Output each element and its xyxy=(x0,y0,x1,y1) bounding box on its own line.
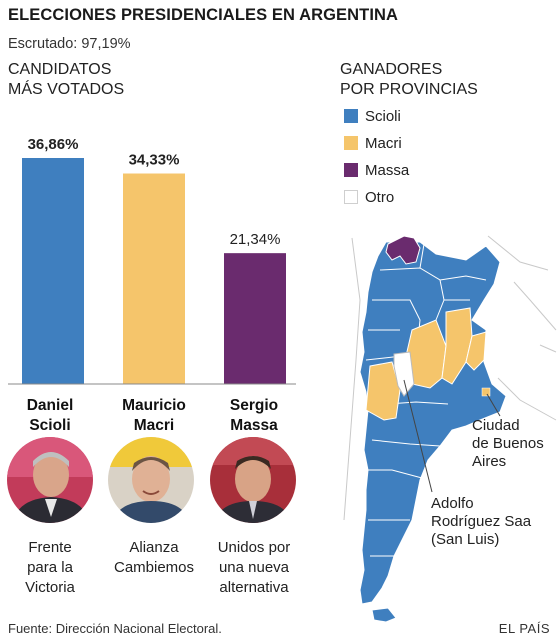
province-entre-rios xyxy=(465,331,487,371)
provinces-heading-line2: POR PROVINCIAS xyxy=(340,81,478,98)
legend-item-massa: Massa xyxy=(344,160,409,180)
province-mendoza xyxy=(365,361,401,421)
candidate-name-massa: Sergio Massa xyxy=(199,396,309,436)
provinces-heading-line1: GANADORES xyxy=(340,61,443,78)
party-massa-line1: Unidos por xyxy=(217,539,291,556)
party-massa-line3: alternativa xyxy=(219,579,289,596)
province-santa-fe xyxy=(441,307,473,385)
scioli-photo xyxy=(7,437,93,523)
legend-swatch-macri xyxy=(344,136,358,150)
candidates-heading-line1: CANDIDATOS xyxy=(8,61,112,78)
party-massa-line2: una nueva xyxy=(218,559,290,576)
caba-callout-line3: Aires xyxy=(472,453,507,470)
provinces-heading: GANADORES POR PROVINCIAS xyxy=(340,60,478,100)
candidates-heading-line2: MÁS VOTADOS xyxy=(8,81,125,98)
legend-label-otro: Otro xyxy=(365,188,395,206)
candidate-first-massa: Sergio xyxy=(229,397,279,414)
legend-item-scioli: Scioli xyxy=(344,106,401,126)
scrutiny-label: Escrutado: 97,19% xyxy=(8,36,131,52)
bar-scioli xyxy=(22,158,84,384)
bar-label-macri: 34,33% xyxy=(129,152,180,169)
legend-swatch-scioli xyxy=(344,109,358,123)
legend-label-scioli: Scioli xyxy=(365,107,401,125)
caba-callout-line1: Ciudad xyxy=(472,417,520,434)
province-caba xyxy=(481,387,491,397)
candidate-last-massa: Massa xyxy=(230,417,278,434)
sanluis-callout-line1: Adolfo xyxy=(431,495,474,512)
caba-leader xyxy=(486,393,501,417)
legend-item-macri: Macri xyxy=(344,133,402,153)
caba-callout-line2: de Buenos xyxy=(472,435,544,452)
caba-callout: Ciudad de Buenos Aires xyxy=(472,417,544,471)
candidate-last-scioli: Scioli xyxy=(29,417,71,434)
candidate-first-scioli: Daniel xyxy=(26,397,74,414)
party-scioli-line1: Frente xyxy=(28,539,72,556)
party-macri-line1: Alianza xyxy=(129,539,179,556)
bar-massa xyxy=(224,253,286,384)
party-scioli-line3: Victoria xyxy=(25,579,75,596)
candidate-last-macri: Macri xyxy=(133,417,175,434)
legend-swatch-massa xyxy=(344,163,358,177)
candidate-name-macri: Mauricio Macri xyxy=(99,396,209,436)
candidates-heading: CANDIDATOS MÁS VOTADOS xyxy=(8,60,124,100)
party-scioli-line2: para la xyxy=(27,559,73,576)
source-footer: Fuente: Dirección Nacional Electoral. xyxy=(8,621,222,636)
legend-label-macri: Macri xyxy=(365,134,402,152)
candidate-name-scioli: Daniel Scioli xyxy=(0,396,105,436)
party-massa: Unidos por una nueva alternativa xyxy=(199,538,309,598)
party-macri: Alianza Cambiemos xyxy=(99,538,209,578)
bar-macri xyxy=(123,173,185,384)
bar-label-scioli: 36,86% xyxy=(28,136,79,153)
legend-label-massa: Massa xyxy=(365,161,410,179)
chart-title: ELECCIONES PRESIDENCIALES EN ARGENTINA xyxy=(8,6,399,24)
candidate-first-macri: Mauricio xyxy=(122,397,186,414)
brand-logo: EL PAÍS xyxy=(498,621,550,636)
sanluis-callout-line2: Rodríguez Saa xyxy=(431,513,532,530)
party-scioli: Frente para la Victoria xyxy=(0,538,105,598)
bar-chart: 36,86% 34,33% 21,34% xyxy=(8,136,296,385)
bar-label-massa: 21,34% xyxy=(230,231,281,248)
sanluis-leader xyxy=(403,379,433,493)
legend-item-otro: Otro xyxy=(344,187,394,207)
neighbour-borders xyxy=(343,235,557,521)
province-massa xyxy=(385,235,421,265)
province-san-luis xyxy=(393,351,415,397)
legend-swatch-otro xyxy=(344,190,358,204)
party-macri-line2: Cambiemos xyxy=(113,559,195,576)
sanluis-callout: Adolfo Rodríguez Saa (San Luis) xyxy=(431,495,531,549)
sanluis-callout-line3: (San Luis) xyxy=(431,531,500,548)
tierra-del-fuego xyxy=(371,607,397,623)
